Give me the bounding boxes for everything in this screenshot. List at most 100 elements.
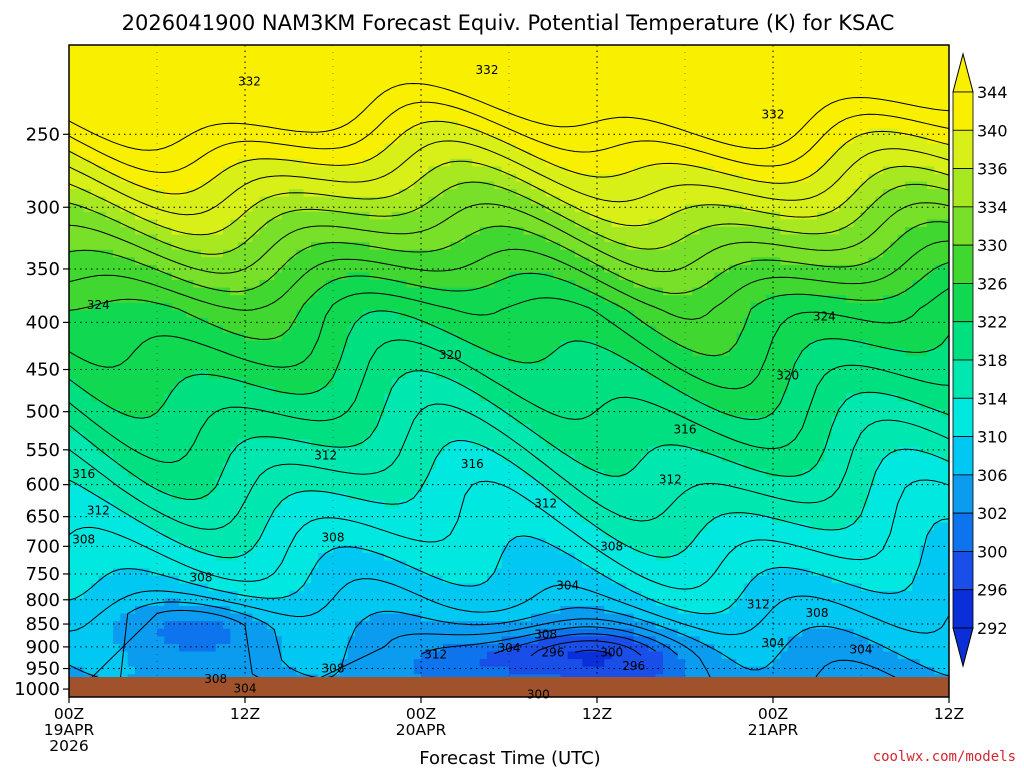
field-cell [179, 234, 187, 243]
field-cell [76, 158, 85, 167]
field-cell [472, 135, 481, 145]
field-cell [421, 363, 429, 372]
field-cell [120, 75, 129, 84]
field-cell [157, 461, 165, 471]
field-cell [135, 499, 143, 509]
field-cell [399, 431, 407, 440]
field-cell [223, 120, 231, 129]
field-cell [465, 545, 473, 554]
field-cell [164, 431, 173, 440]
field-cell [369, 424, 378, 433]
field-cell [171, 67, 180, 76]
field-cell [479, 408, 488, 418]
field-cell [215, 371, 224, 380]
field-cell [259, 628, 268, 637]
field-cell [252, 636, 261, 645]
field-cell [230, 568, 239, 577]
field-cell [318, 135, 327, 145]
field-cell [289, 257, 297, 266]
field-cell [311, 280, 319, 289]
field-cell [443, 469, 451, 478]
field-cell [142, 659, 151, 668]
field-cell [193, 67, 202, 76]
field-cell [237, 325, 246, 334]
field-cell [215, 499, 224, 509]
field-cell [303, 530, 312, 539]
field-cell [487, 82, 495, 92]
field-cell [215, 158, 224, 167]
field-cell [369, 45, 378, 54]
field-cell [274, 340, 283, 349]
field-cell [76, 219, 85, 228]
field-cell [296, 204, 305, 213]
field-cell [325, 560, 334, 569]
field-cell [399, 128, 407, 137]
field-cell [142, 219, 151, 228]
field-cell [399, 393, 407, 402]
field-cell [435, 454, 444, 463]
field-cell [230, 302, 239, 311]
field-cell [443, 219, 451, 228]
field-cell [201, 272, 209, 281]
field-cell [406, 242, 415, 251]
field-cell [369, 408, 378, 418]
field-cell [223, 530, 231, 539]
field-cell [98, 272, 107, 281]
field-cell [311, 75, 319, 84]
field-cell [186, 575, 195, 584]
field-cell [98, 378, 107, 387]
field-cell [215, 105, 224, 114]
field-cell [465, 166, 473, 175]
field-cell [223, 226, 231, 236]
field-cell [142, 477, 151, 486]
field-cell [120, 60, 129, 69]
field-cell [369, 295, 378, 304]
field-cell [465, 295, 473, 304]
field-cell [267, 393, 275, 402]
field-cell [362, 52, 371, 61]
field-cell [179, 333, 187, 342]
field-cell [384, 82, 393, 92]
field-cell [296, 226, 305, 236]
field-cell [237, 499, 246, 509]
field-cell [355, 530, 363, 539]
field-cell [487, 552, 495, 562]
field-cell [83, 507, 92, 516]
field-cell [362, 181, 371, 190]
field-cell [69, 386, 77, 395]
field-cell [281, 568, 290, 577]
field-cell [208, 560, 217, 569]
field-cell [303, 67, 312, 76]
field-cell [267, 371, 275, 380]
field-cell [267, 659, 275, 668]
field-cell [252, 401, 261, 410]
field-cell [157, 469, 165, 478]
field-cell [494, 90, 503, 99]
field-cell [399, 181, 407, 190]
field-cell [340, 204, 349, 213]
field-cell [149, 310, 158, 319]
field-cell [127, 454, 136, 463]
field-cell [245, 568, 253, 577]
field-cell [281, 606, 290, 615]
field-cell [215, 507, 224, 516]
field-cell [127, 628, 136, 637]
field-cell [421, 82, 429, 92]
field-cell [208, 67, 217, 76]
field-cell [391, 52, 400, 61]
field-cell [377, 120, 385, 129]
field-cell [296, 272, 305, 281]
field-cell [457, 545, 466, 554]
field-cell [237, 621, 246, 630]
field-cell [413, 424, 422, 433]
field-cell [472, 666, 481, 675]
field-cell [325, 302, 334, 311]
field-cell [377, 545, 385, 554]
field-cell [377, 196, 385, 205]
field-cell [267, 386, 275, 395]
field-cell [157, 295, 165, 304]
field-cell [457, 636, 466, 645]
field-cell [120, 302, 129, 311]
field-cell [362, 355, 371, 365]
field-cell [164, 120, 173, 129]
